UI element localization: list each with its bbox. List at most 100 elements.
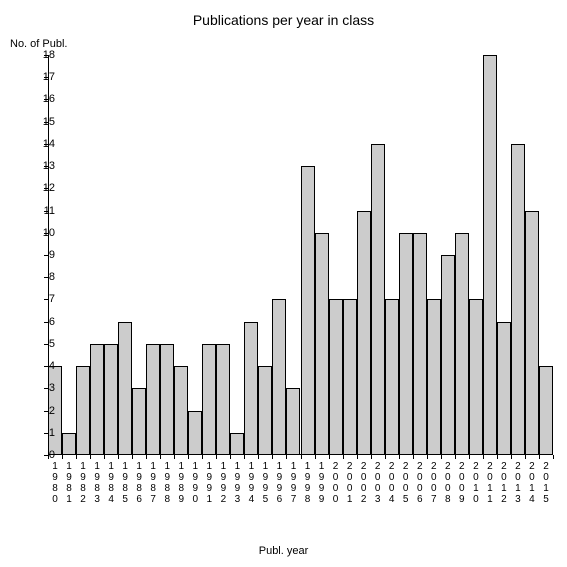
y-tick bbox=[44, 344, 48, 345]
bar bbox=[315, 233, 329, 455]
x-tick bbox=[230, 455, 231, 459]
x-tick-label: 1980 bbox=[48, 461, 62, 505]
bar bbox=[483, 55, 497, 455]
x-tick bbox=[216, 455, 217, 459]
y-tick-label: 13 bbox=[43, 160, 55, 172]
y-tick-label: 17 bbox=[43, 71, 55, 83]
y-tick-label: 8 bbox=[49, 271, 55, 283]
x-tick bbox=[329, 455, 330, 459]
x-tick bbox=[258, 455, 259, 459]
x-tick-label: 1998 bbox=[301, 461, 315, 505]
x-tick bbox=[483, 455, 484, 459]
x-tick bbox=[104, 455, 105, 459]
x-tick-label: 2004 bbox=[385, 461, 399, 505]
x-tick bbox=[413, 455, 414, 459]
y-tick bbox=[44, 299, 48, 300]
bar bbox=[90, 344, 104, 455]
bar bbox=[286, 388, 300, 455]
x-tick-label: 2013 bbox=[511, 461, 525, 505]
bar bbox=[455, 233, 469, 455]
y-tick-label: 15 bbox=[43, 116, 55, 128]
x-tick bbox=[202, 455, 203, 459]
x-tick bbox=[539, 455, 540, 459]
y-tick-label: 4 bbox=[49, 360, 55, 372]
bar bbox=[76, 366, 90, 455]
x-tick-label: 1990 bbox=[188, 461, 202, 505]
x-tick-label: 1997 bbox=[286, 461, 300, 505]
y-tick-label: 9 bbox=[49, 249, 55, 261]
bar bbox=[497, 322, 511, 455]
x-tick bbox=[62, 455, 63, 459]
x-tick-label: 2007 bbox=[427, 461, 441, 505]
y-tick-label: 18 bbox=[43, 49, 55, 61]
x-tick bbox=[118, 455, 119, 459]
x-tick-label: 2000 bbox=[329, 461, 343, 505]
y-tick-label: 3 bbox=[49, 382, 55, 394]
bar bbox=[343, 299, 357, 455]
x-tick-label: 1999 bbox=[315, 461, 329, 505]
y-tick-label: 16 bbox=[43, 93, 55, 105]
x-axis-label: Publ. year bbox=[0, 545, 567, 557]
x-tick-label: 2011 bbox=[483, 461, 497, 505]
plot-area bbox=[48, 55, 553, 455]
x-tick bbox=[90, 455, 91, 459]
x-tick-label: 2001 bbox=[343, 461, 357, 505]
chart-title: Publications per year in class bbox=[0, 12, 567, 28]
x-tick-label: 2015 bbox=[539, 461, 553, 505]
bar bbox=[371, 144, 385, 455]
x-tick-label: 2014 bbox=[525, 461, 539, 505]
x-tick-label: 1981 bbox=[62, 461, 76, 505]
bar bbox=[301, 166, 315, 455]
y-axis-label: No. of Publ. bbox=[10, 38, 67, 50]
x-tick-label: 1991 bbox=[202, 461, 216, 505]
x-tick-label: 1984 bbox=[104, 461, 118, 505]
x-tick bbox=[272, 455, 273, 459]
y-tick-label: 12 bbox=[43, 182, 55, 194]
x-tick-label: 2012 bbox=[497, 461, 511, 505]
x-tick bbox=[174, 455, 175, 459]
x-tick-label: 1986 bbox=[132, 461, 146, 505]
bar bbox=[399, 233, 413, 455]
x-tick bbox=[385, 455, 386, 459]
x-tick-label: 2003 bbox=[371, 461, 385, 505]
x-tick bbox=[525, 455, 526, 459]
x-tick bbox=[188, 455, 189, 459]
bar bbox=[160, 344, 174, 455]
bar bbox=[469, 299, 483, 455]
x-tick bbox=[399, 455, 400, 459]
x-tick-label: 2009 bbox=[455, 461, 469, 505]
bar bbox=[427, 299, 441, 455]
x-tick bbox=[441, 455, 442, 459]
bar bbox=[272, 299, 286, 455]
x-tick bbox=[427, 455, 428, 459]
y-tick-label: 7 bbox=[49, 293, 55, 305]
bar bbox=[385, 299, 399, 455]
x-tick bbox=[286, 455, 287, 459]
x-tick bbox=[146, 455, 147, 459]
chart-container: Publications per year in class No. of Pu… bbox=[0, 0, 567, 567]
bar bbox=[525, 211, 539, 455]
x-tick bbox=[357, 455, 358, 459]
bar bbox=[244, 322, 258, 455]
bar bbox=[441, 255, 455, 455]
bar bbox=[188, 411, 202, 455]
x-tick-label: 1993 bbox=[230, 461, 244, 505]
y-tick-label: 0 bbox=[49, 449, 55, 461]
bar bbox=[174, 366, 188, 455]
bar bbox=[329, 299, 343, 455]
y-tick-label: 11 bbox=[44, 205, 55, 217]
y-tick bbox=[44, 255, 48, 256]
x-tick bbox=[132, 455, 133, 459]
y-tick-label: 5 bbox=[49, 338, 55, 350]
x-tick bbox=[497, 455, 498, 459]
x-tick-label: 1988 bbox=[160, 461, 174, 505]
x-tick-label: 1994 bbox=[244, 461, 258, 505]
x-tick bbox=[315, 455, 316, 459]
x-tick-label: 2006 bbox=[413, 461, 427, 505]
bar bbox=[216, 344, 230, 455]
bar bbox=[413, 233, 427, 455]
x-tick-label: 1982 bbox=[76, 461, 90, 505]
y-tick bbox=[44, 322, 48, 323]
x-tick bbox=[511, 455, 512, 459]
x-tick bbox=[553, 455, 554, 459]
